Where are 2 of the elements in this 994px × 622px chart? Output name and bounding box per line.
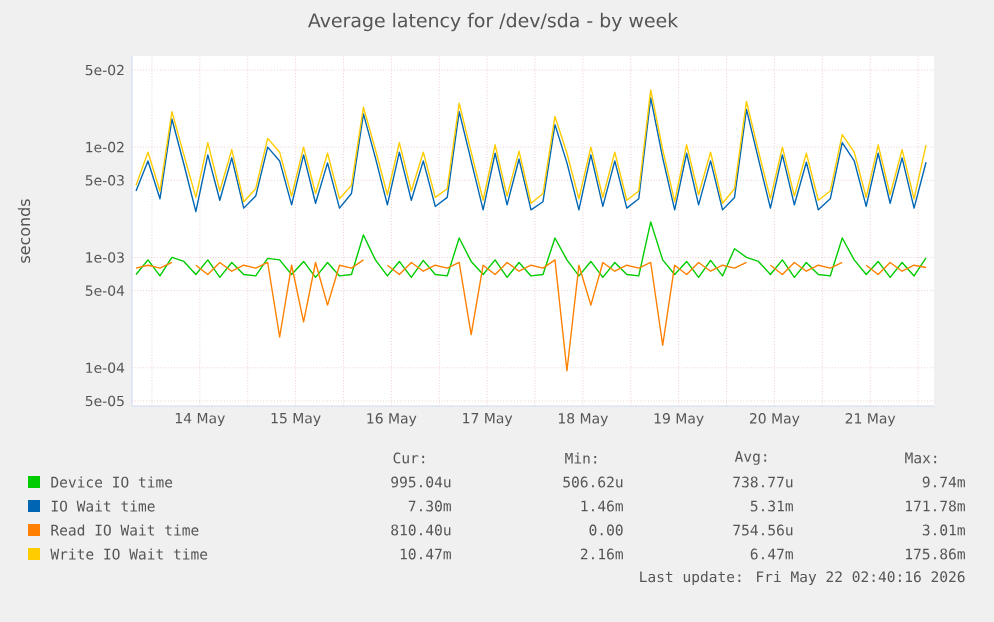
- line-series: [135, 221, 927, 279]
- chart-title: Average latency for /dev/sda - by week: [308, 12, 679, 32]
